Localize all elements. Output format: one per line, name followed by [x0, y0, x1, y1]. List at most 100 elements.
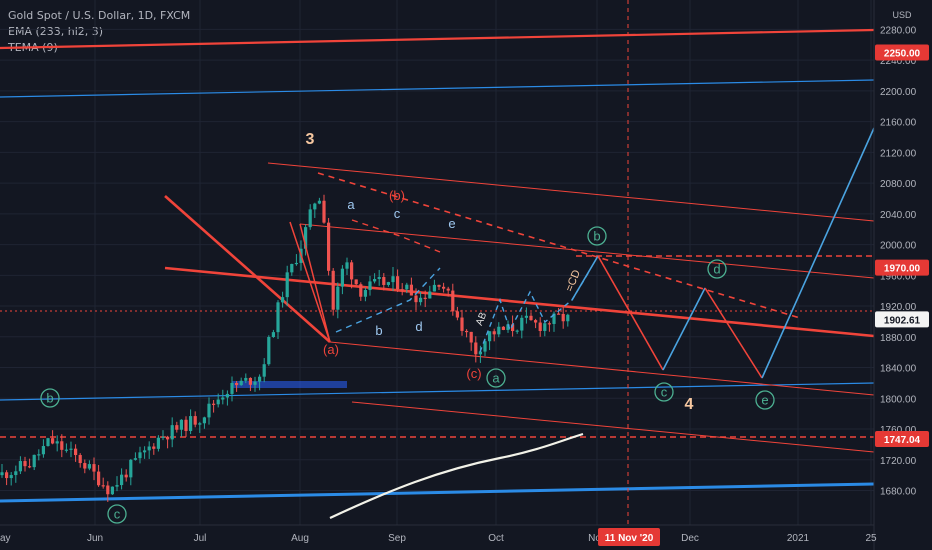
candle-body: [511, 324, 515, 332]
candle-body: [317, 200, 321, 204]
descending-ray: [164, 195, 331, 343]
wave-label-18: =CD: [563, 268, 583, 293]
wave-label-15: c: [114, 507, 121, 522]
candle-body: [216, 399, 220, 405]
resistance-line-top: [0, 28, 875, 50]
candle-body: [419, 297, 423, 303]
time-tick-label: Nov: [588, 533, 606, 544]
candle-body: [423, 297, 427, 299]
candle-body: [87, 464, 91, 469]
wave-label-14: b: [593, 229, 600, 244]
candle-body: [239, 380, 243, 386]
wave-circle: [654, 382, 674, 402]
candle-body: [18, 461, 22, 472]
candle-body: [414, 295, 418, 303]
wave-label-13: e: [761, 393, 768, 408]
main-trend-line: [164, 266, 875, 338]
candle-body: [230, 382, 234, 394]
candle-body: [161, 436, 165, 438]
candle-body: [271, 332, 275, 338]
candle-body: [207, 403, 211, 418]
price-tick-label: 1880.00: [880, 333, 917, 344]
price-tick-label: 1680.00: [880, 487, 917, 498]
candle-body: [166, 436, 170, 440]
candle-body: [69, 448, 73, 450]
candle-body: [120, 474, 124, 486]
candle-body: [538, 322, 542, 331]
candle-body: [83, 463, 87, 469]
candle-body: [382, 277, 386, 285]
candle-body: [248, 377, 252, 385]
candle-body: [331, 270, 335, 310]
candle-body: [552, 313, 556, 324]
candle-body: [345, 262, 349, 269]
wave-label-0: 3: [306, 131, 315, 148]
candle-body: [101, 485, 105, 487]
price-tick-label: 1960.00: [880, 271, 917, 282]
price-tag-label: 1902.61: [884, 315, 921, 326]
candle-body: [515, 330, 519, 332]
candle-body: [566, 314, 570, 322]
price-tag-label: 1970.00: [884, 264, 921, 275]
candle-body: [221, 397, 225, 400]
channel-outer-thin: [351, 401, 875, 453]
wave-label-11: c: [661, 385, 668, 400]
candle-body: [446, 288, 450, 291]
price-tick-label: 2080.00: [880, 179, 917, 190]
wave-triangle: [289, 221, 331, 343]
candle-body: [547, 323, 551, 325]
abcde-dashed-upper: [351, 219, 441, 253]
candle-body: [92, 464, 96, 472]
time-label-left: ay: [0, 533, 11, 544]
price-tag-label: 2250.00: [884, 48, 921, 59]
candle-body: [202, 417, 206, 424]
time-tick-label: Sep: [388, 533, 406, 544]
price-tick-label: 1840.00: [880, 364, 917, 375]
time-axis: ay Jun Jul Aug Sep Oct Nov Dec 2021 25 11 Nov '20: [0, 524, 877, 546]
abcde-dashed-lower: [335, 267, 441, 333]
candle-body: [184, 419, 188, 431]
price-tag-bg: [875, 44, 929, 61]
wave-circle: [755, 390, 775, 410]
candle-body: [170, 425, 174, 440]
candle-body: [106, 485, 110, 495]
wave-label-9: a: [492, 371, 500, 386]
time-tick-label: Dec: [681, 533, 699, 544]
chart-legend: Gold Spot / U.S. Dollar, 1D, FXCM EMA (2…: [8, 8, 190, 56]
wave-circle: [40, 388, 60, 408]
candle-body: [524, 315, 528, 318]
candlestick-series: [0, 194, 570, 502]
candle-body: [501, 326, 505, 330]
candle-body: [60, 441, 64, 450]
price-axis: 1680.00 1720.00 1760.00 1800.00 1840.00 1880.…: [873, 0, 932, 550]
wave-label-8: (c): [466, 366, 481, 381]
candle-body: [244, 377, 248, 381]
wave-leg-up: [761, 127, 875, 379]
candle-body: [437, 284, 441, 287]
candle-body: [129, 459, 133, 478]
candle-body: [138, 452, 142, 459]
candle-body: [262, 364, 266, 377]
legend-ema-study[interactable]: EMA (233, hl2, 3): [8, 25, 104, 38]
wave-label-1: (b): [389, 188, 405, 203]
candle-body: [377, 277, 381, 280]
candle-body: [460, 317, 464, 331]
candle-body: [322, 200, 326, 223]
candle-body: [478, 351, 482, 355]
blue-channel-upper: [0, 79, 875, 98]
candle-body: [37, 454, 41, 456]
candle-body: [368, 281, 372, 291]
candle-body: [147, 446, 151, 451]
candle-body: [124, 474, 128, 478]
abcd-pattern: [479, 269, 591, 353]
price-tick-label: 1920.00: [880, 302, 917, 313]
price-tick-label: 1760.00: [880, 425, 917, 436]
legend-symbol[interactable]: Gold Spot / U.S. Dollar, 1D, FXCM: [8, 9, 191, 22]
candle-body: [0, 472, 4, 476]
candle-body: [133, 458, 137, 460]
candle-body: [373, 279, 377, 282]
channel-upper-thin: [267, 162, 875, 222]
candle-body: [51, 438, 55, 444]
wave-circle: [486, 368, 506, 388]
